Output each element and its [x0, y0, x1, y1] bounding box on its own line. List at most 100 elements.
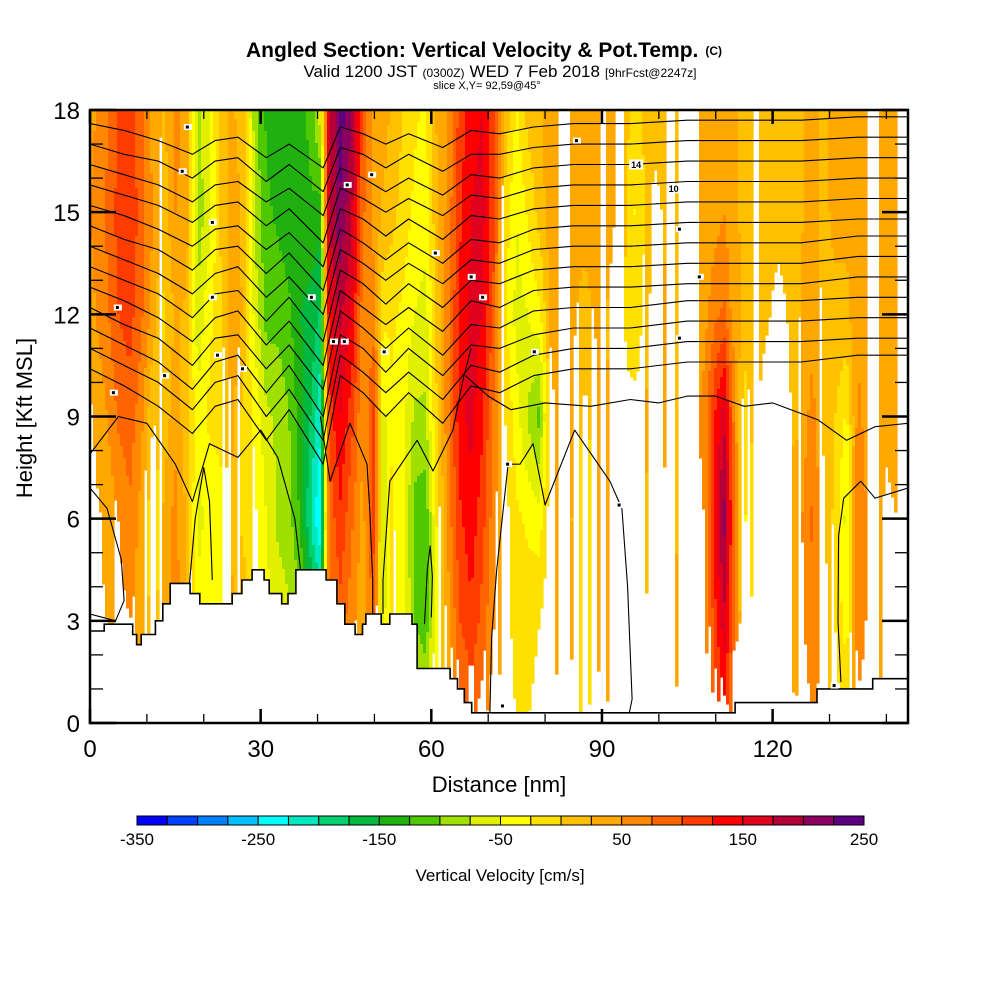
heatmap-cell — [507, 131, 511, 249]
contour-label-glyph — [309, 295, 313, 299]
heatmap-cell — [414, 149, 418, 309]
heatmap-cell — [315, 191, 319, 255]
heatmap-cell — [816, 110, 820, 468]
heatmap-cell — [348, 254, 352, 330]
heatmap-cell — [363, 110, 367, 213]
heatmap-cell — [354, 482, 358, 621]
heatmap-cell — [588, 290, 592, 441]
pot-temp-contour-line — [188, 467, 213, 584]
heatmap-cell — [180, 311, 184, 426]
heatmap-cell — [852, 110, 856, 417]
heatmap-cell — [528, 110, 532, 153]
heatmap-cell — [342, 551, 346, 645]
colorbar-swatch — [772, 815, 804, 826]
heatmap-cell — [453, 608, 457, 696]
heatmap-cell — [537, 407, 541, 429]
heatmap-cell — [129, 110, 133, 357]
heatmap-cell — [324, 281, 328, 351]
heatmap-cell — [717, 443, 721, 579]
heatmap-cell — [462, 527, 466, 639]
heatmap-cell — [456, 422, 460, 561]
heatmap-cell — [843, 524, 847, 645]
heatmap-cell — [240, 407, 244, 537]
heatmap-cell — [537, 110, 541, 234]
heatmap-cell — [462, 638, 466, 702]
heatmap-cell — [252, 110, 256, 132]
heatmap-cell — [339, 182, 343, 264]
heatmap-cell — [390, 467, 394, 723]
heatmap-cell — [537, 233, 541, 297]
heatmap-cell — [318, 545, 322, 579]
heatmap-cell — [324, 425, 328, 513]
heatmap-cell — [633, 209, 637, 216]
heatmap-cell — [711, 266, 715, 345]
heatmap-cell — [378, 110, 382, 234]
heatmap-cell — [465, 650, 469, 717]
heatmap-cell — [354, 383, 358, 483]
heatmap-cell — [132, 443, 136, 597]
y-axis-title: Height [Kft MSL] — [12, 338, 37, 498]
heatmap-cell — [171, 506, 175, 633]
heatmap-cell — [306, 110, 310, 141]
colorbar-swatch — [378, 815, 411, 826]
heatmap-cell — [510, 110, 514, 183]
heatmap-cell — [729, 110, 733, 309]
heatmap-cell — [321, 458, 325, 552]
heatmap-cell — [846, 365, 850, 426]
heatmap-cell — [435, 527, 439, 696]
heatmap-cell — [840, 110, 844, 264]
heatmap-cell — [645, 389, 649, 474]
heatmap-cell — [258, 110, 262, 171]
heatmap-cell — [426, 161, 430, 324]
heatmap-cell — [276, 236, 280, 348]
contour-label-glyph — [532, 350, 536, 354]
heatmap-cell — [423, 110, 427, 270]
heatmap-cell — [306, 140, 310, 288]
heatmap-cell — [834, 413, 838, 633]
heatmap-cell — [444, 215, 448, 435]
heatmap-cell — [714, 323, 718, 369]
heatmap-cell — [543, 488, 547, 579]
heatmap-cell — [714, 410, 718, 600]
heatmap-cell — [147, 110, 151, 330]
heatmap-cell — [105, 410, 109, 618]
heatmap-cell — [702, 110, 706, 372]
heatmap-cell — [321, 146, 325, 195]
heatmap-cell — [321, 314, 325, 381]
heatmap-cell — [714, 368, 718, 411]
heatmap-cell — [168, 110, 172, 240]
heatmap-cell — [423, 470, 427, 654]
pot-temp-contour-line — [90, 157, 908, 217]
heatmap-cell — [351, 437, 355, 531]
heatmap-cell — [843, 263, 847, 360]
heatmap-cell — [525, 110, 529, 129]
contour-label-glyph — [185, 125, 189, 129]
x-axis-title: Distance [nm] — [432, 772, 567, 797]
colorbar-swatch — [500, 815, 532, 826]
heatmap-cell — [483, 197, 487, 225]
heatmap-cell — [744, 371, 748, 516]
heatmap-cell — [726, 248, 730, 330]
heatmap-cell — [390, 245, 394, 366]
heatmap-cell — [267, 407, 271, 570]
heatmap-cell — [357, 110, 361, 177]
axis-ticks — [88, 108, 908, 725]
heatmap-cell — [528, 152, 532, 243]
heatmap-cell — [255, 368, 259, 510]
heatmap-cell — [138, 362, 142, 492]
heatmap-cell — [723, 500, 727, 537]
heatmap-cell — [327, 482, 331, 615]
heatmap-cell — [210, 338, 214, 447]
heatmap-cell — [513, 326, 517, 459]
heatmap-cell — [405, 398, 409, 630]
heatmap-cell — [447, 572, 451, 702]
heatmap-cell — [702, 371, 706, 510]
heatmap-cell — [801, 233, 805, 513]
heatmap-cell — [531, 173, 535, 264]
heatmap-cell — [771, 110, 775, 291]
contour-label-glyph — [697, 275, 701, 279]
heatmap-cell — [162, 110, 166, 294]
heatmap-cell — [606, 359, 610, 702]
heatmap-cell — [717, 110, 721, 237]
heatmap-cell — [579, 281, 583, 438]
